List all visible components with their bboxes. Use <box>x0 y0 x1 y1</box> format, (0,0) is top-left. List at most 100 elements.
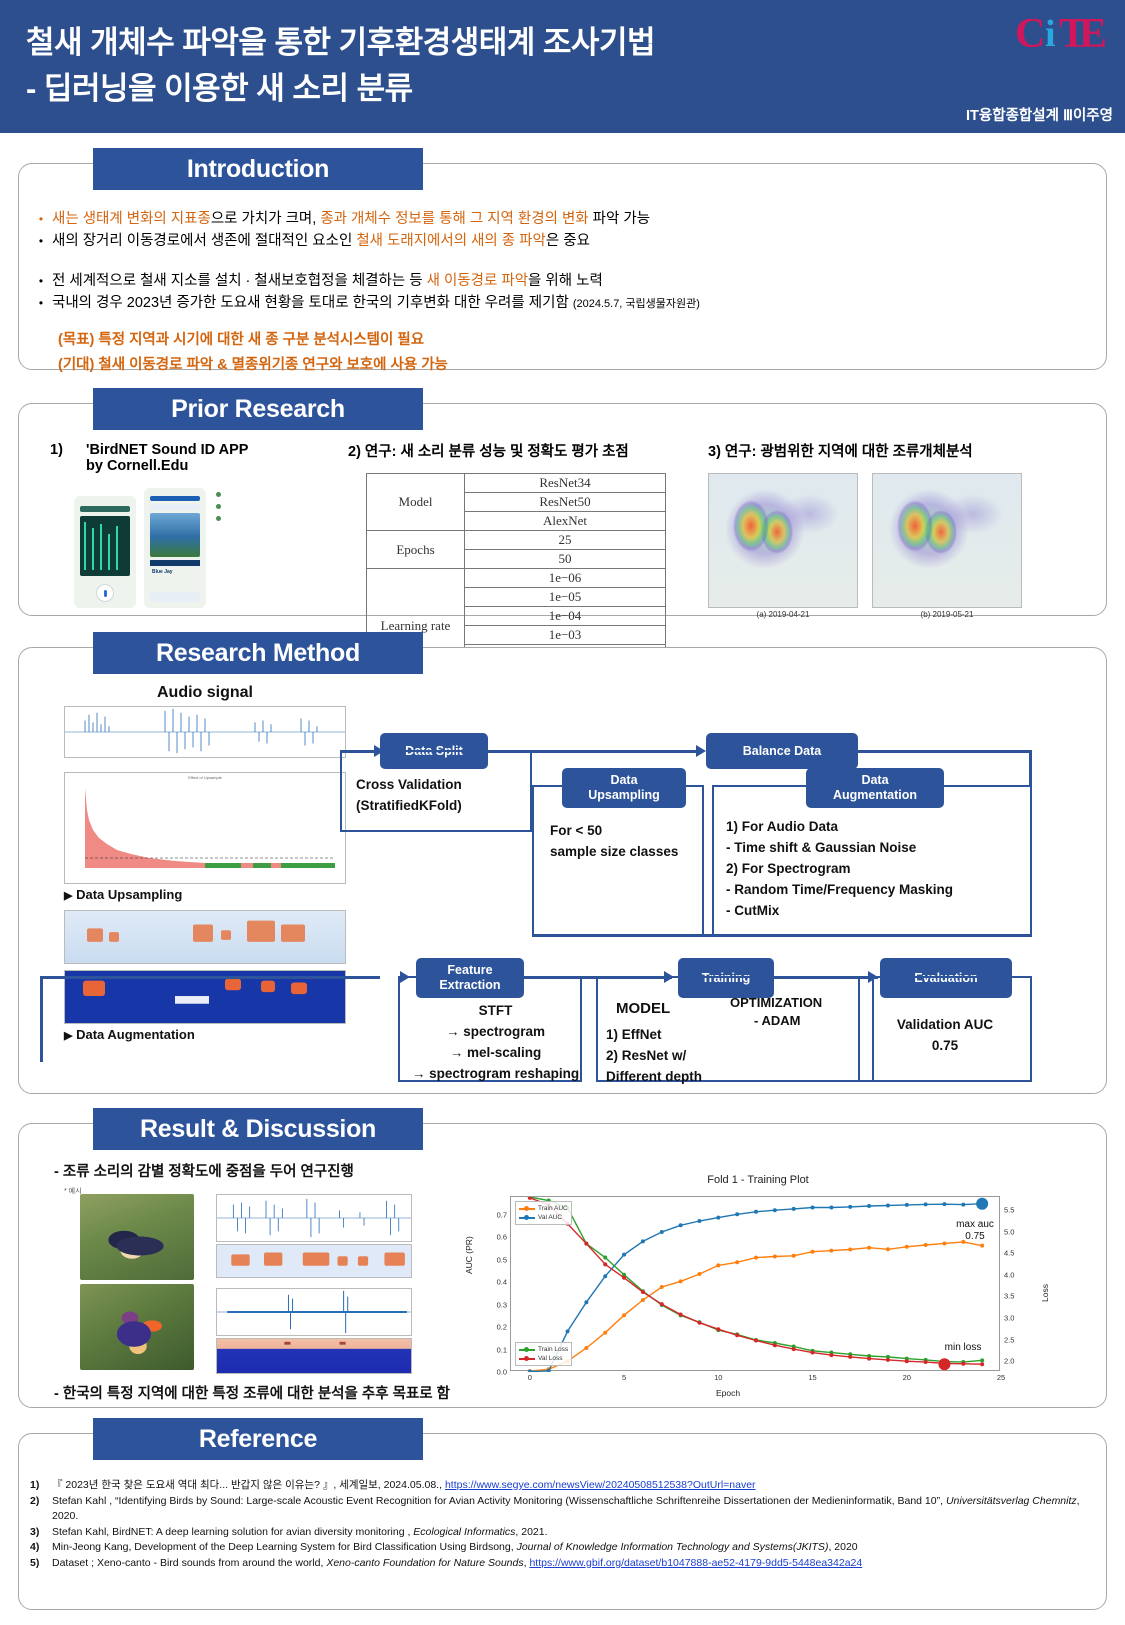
table-cell: 1e−04 <box>464 606 666 626</box>
title-line-1: 철새 개체수 파악을 통한 기후환경생태계 조사기법 <box>26 25 655 60</box>
section-reference: Reference 1) 『 2023년 한국 찾은 도요새 역대 최다... 반… <box>18 1418 1107 1610</box>
chart-data-point <box>678 1279 683 1284</box>
intro-body: • 새는 생태계 변화의 지표종으로 가치가 크며, 종과 개체수 정보를 통해 … <box>18 196 1107 373</box>
logo-letter-c: C <box>1015 11 1046 57</box>
section-prior-research: Prior Research 1) 'BirdNET Sound ID APP … <box>18 388 1107 683</box>
chart-data-point <box>923 1243 928 1248</box>
chart-data-point <box>622 1252 627 1257</box>
reference-span: , 2021. <box>515 1525 548 1538</box>
reference-item: 2) Stefan Kahl , “Identifying Birds by So… <box>18 1494 1107 1525</box>
legend-label: Train AUC <box>538 1205 568 1212</box>
prior-item1-line1: 'BirdNET Sound ID APP <box>86 442 249 458</box>
table-row-label: Epochs <box>366 530 465 569</box>
reference-span: Xeno-canto Foundation for Nature Sounds <box>326 1556 524 1569</box>
chart-data-point <box>867 1356 872 1361</box>
chart-data-point <box>980 1362 985 1367</box>
method-flow-diagram: Data Split Cross Validation (StratifiedK… <box>18 680 1107 1094</box>
legend-label: Val Loss <box>538 1355 563 1362</box>
section-research-method: Research Method Audio signal Effect of U… <box>18 632 1107 1094</box>
chart-data-point <box>904 1359 909 1364</box>
chart-data-point <box>527 1369 532 1372</box>
chart-data-point <box>546 1368 551 1372</box>
prior-title: Prior Research <box>93 388 423 430</box>
reference-number: 2) <box>30 1494 40 1507</box>
chart-data-point <box>735 1212 740 1217</box>
chart-data-point <box>885 1247 890 1252</box>
intro-bullet: • 국내의 경우 2023년 증가한 도요새 현황을 토대로 한국의 기후변화 대… <box>30 292 1107 315</box>
chart-data-point <box>810 1350 815 1355</box>
augmentation-line: - Time shift & Gaussian Noise <box>726 840 917 855</box>
chart-data-point <box>923 1202 928 1207</box>
chart-ytick-right: 3.5 <box>1004 1291 1015 1301</box>
reference-number: 5) <box>30 1556 40 1569</box>
prior-body: 1) 'BirdNET Sound ID APP by Cornell.Edu <box>18 436 1107 683</box>
table-cell: 1e−05 <box>464 587 666 607</box>
legend-color-swatch <box>519 1205 535 1211</box>
chart-ytick-left: 0.4 <box>496 1277 507 1287</box>
annotation-min-loss: min loss <box>944 1342 982 1353</box>
chart-ytick-right: 2.5 <box>1004 1335 1015 1345</box>
flow-box-balance-data: Balance Data <box>706 733 858 769</box>
table-cell: ResNet34 <box>464 473 666 493</box>
chart-ytick-left: 0.5 <box>496 1255 507 1265</box>
phone-mockup-listening <box>74 496 136 608</box>
phone-bird-name: Blue Jay <box>152 569 173 575</box>
chart-title: Fold 1 - Training Plot <box>707 1174 809 1186</box>
chart-xtick: 25 <box>996 1373 1006 1382</box>
chart-ytick-left: 0.7 <box>496 1210 507 1220</box>
bullet-text: 새의 장거리 이동경로에서 생존에 절대적인 요소인 철새 도래지에서의 새의 … <box>52 233 590 249</box>
reference-link[interactable]: https://www.gbif.org/dataset/b1047888-ae… <box>529 1556 863 1569</box>
chart-data-point <box>735 1333 740 1338</box>
upsample-effect-plot: Effect of Upsample <box>64 772 346 884</box>
chart-data-point <box>622 1272 627 1277</box>
chart-data-point <box>980 1243 985 1248</box>
bullet-marker: • <box>38 234 44 248</box>
reference-item: 5) Dataset ; Xeno-canto - Bird sounds fro… <box>18 1556 1107 1572</box>
reference-link[interactable]: https://www.segye.com/newsView/202405085… <box>444 1479 756 1491</box>
chart-data-point <box>848 1204 853 1209</box>
table-row: AlexNet <box>367 511 666 531</box>
chart-data-point <box>640 1297 645 1302</box>
chart-legend-item: Train AUC <box>519 1204 568 1213</box>
table-row: Epochs 25 <box>366 530 666 569</box>
bullet-text: 새는 생태계 변화의 지표종으로 가치가 크며, 종과 개체수 정보를 통해 그… <box>52 211 651 227</box>
reference-span: , 2020. <box>52 1494 1080 1523</box>
bullet-text: 전 세계적으로 철새 지소를 설치 · 철새보호협정을 체결하는 등 새 이동경… <box>52 273 603 289</box>
augmentation-text: 1) For Audio Data - Time shift & Gaussian… <box>726 816 1026 921</box>
chart-data-point <box>810 1249 815 1254</box>
chart-data-point <box>848 1354 853 1359</box>
table-cell: 25 <box>464 530 666 550</box>
intro-expectation: (기대) 철새 이동경로 파악 & 멸종위기종 연구와 보호에 사용 가능 <box>58 357 448 373</box>
reference-span: Stefan Kahl , “Identifying Birds by Soun… <box>52 1494 946 1507</box>
prior-item3-title: 3) 연구: 광범위한 지역에 대한 조류개체분석 <box>708 444 973 460</box>
table-row-label: Model <box>366 473 465 531</box>
reference-span: Stefan Kahl, BirdNET: A deep learning so… <box>52 1525 414 1538</box>
chart-xtick: 10 <box>714 1373 723 1382</box>
feature-extraction-text: STFT → spectrogram → mel-scaling → spectrog… <box>408 1000 583 1084</box>
chart-data-point <box>659 1284 664 1289</box>
prior-item1-num: 1) <box>50 442 63 458</box>
logo-letter-e: E <box>1079 11 1108 57</box>
heatmap-map-b: (b) 2019-05-21 <box>872 473 1022 619</box>
legend-label: Train Loss <box>538 1346 569 1353</box>
result-note-bottom: - 한국의 특정 지역에 대한 특정 조류에 대한 분석을 추후 목표로 함 <box>54 1386 450 1402</box>
chart-xtick: 20 <box>902 1373 911 1382</box>
intro-goal: (목표) 특정 지역과 시기에 대한 새 종 구분 분석시스템이 필요 <box>58 332 425 348</box>
section-result-discussion: Result & Discussion - 조류 소리의 감별 정확도에 중점을… <box>18 1108 1107 1408</box>
chart-ytick-left: 0.1 <box>496 1345 507 1355</box>
flow-box-training: Training <box>678 958 774 998</box>
flow-box-evaluation: Evaluation <box>880 958 1012 998</box>
frame-evaluation <box>858 976 1032 1082</box>
intro-title: Introduction <box>93 148 423 190</box>
frame-cross-validation <box>340 750 532 832</box>
logo-letter-i: i <box>1045 13 1056 55</box>
cie-logo-icon: C i T E <box>1015 8 1108 57</box>
section-introduction: Introduction • 새는 생태계 변화의 지표종으로 가치가 크며, 종… <box>18 148 1107 373</box>
chart-data-point <box>603 1330 608 1335</box>
audio-waveform-plot <box>64 706 346 758</box>
chart-data-point <box>716 1215 721 1220</box>
training-optimization-value: - ADAM <box>754 1013 801 1028</box>
training-model-header: MODEL <box>616 1000 671 1017</box>
chart-data-point <box>735 1260 740 1265</box>
reference-span: , 2020 <box>828 1541 858 1553</box>
